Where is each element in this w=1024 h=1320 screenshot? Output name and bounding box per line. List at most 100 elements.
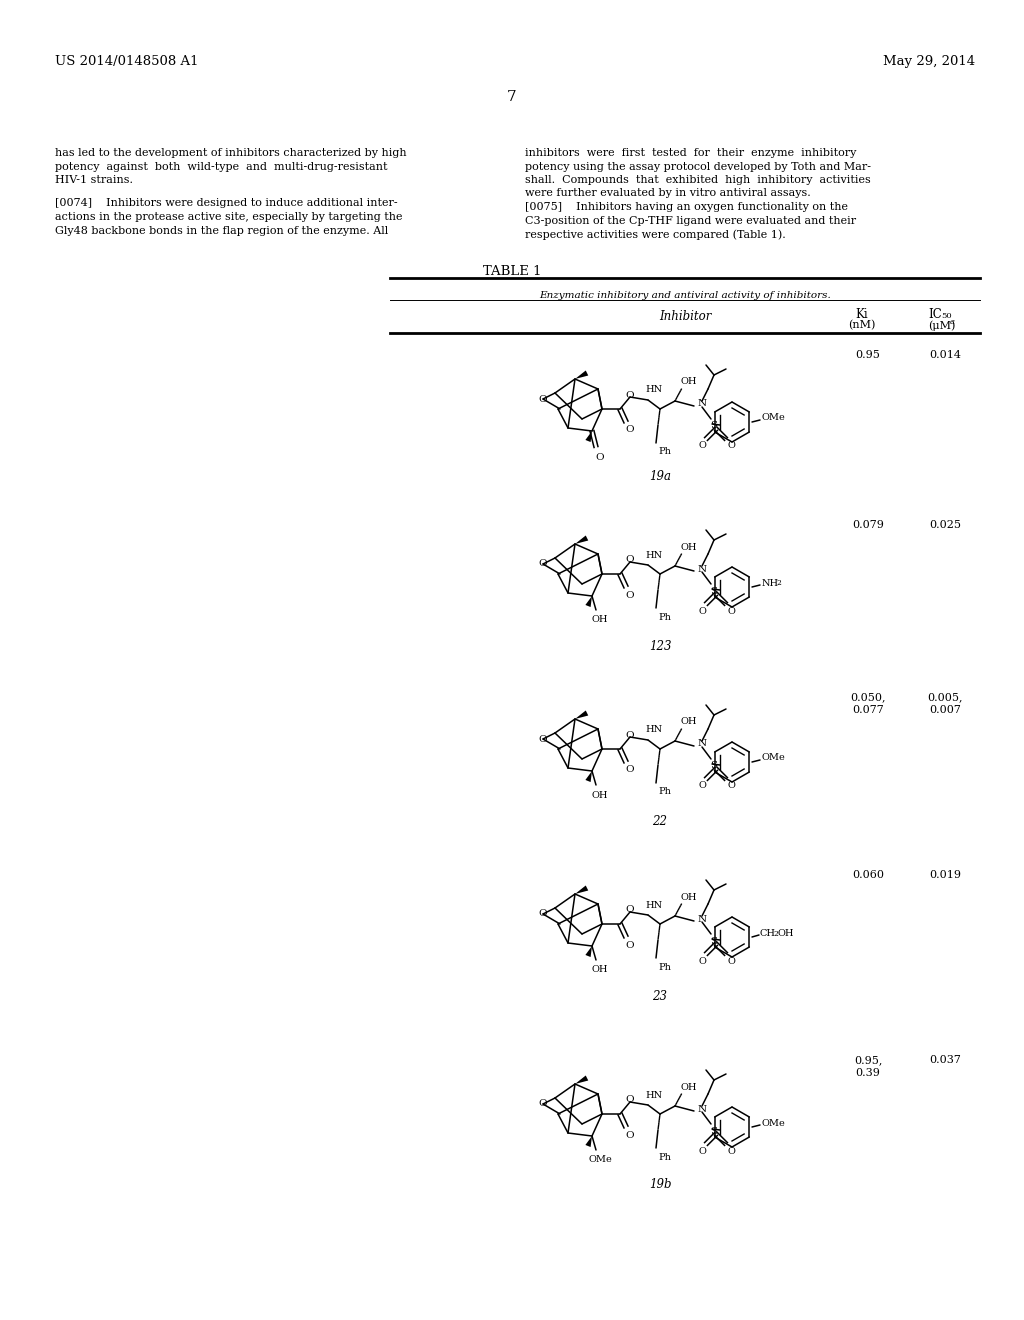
Text: [0074]    Inhibitors were designed to induce additional inter-: [0074] Inhibitors were designed to induc… bbox=[55, 198, 397, 209]
Text: O: O bbox=[727, 441, 735, 450]
Text: OH: OH bbox=[778, 928, 795, 937]
Text: 0.014: 0.014 bbox=[929, 350, 961, 360]
Text: N: N bbox=[697, 1105, 707, 1114]
Text: OH: OH bbox=[681, 892, 697, 902]
Polygon shape bbox=[575, 371, 588, 379]
Text: O: O bbox=[727, 781, 735, 791]
Text: O: O bbox=[539, 395, 547, 404]
Text: NH: NH bbox=[762, 578, 779, 587]
Text: O: O bbox=[626, 766, 634, 775]
Text: O: O bbox=[698, 606, 706, 615]
Text: O: O bbox=[626, 1130, 634, 1139]
Text: O: O bbox=[626, 391, 634, 400]
Text: O: O bbox=[727, 1147, 735, 1155]
Text: 23: 23 bbox=[652, 990, 668, 1003]
Text: 0.025: 0.025 bbox=[929, 520, 961, 531]
Polygon shape bbox=[586, 597, 592, 607]
Text: N: N bbox=[697, 739, 707, 748]
Text: Ph: Ph bbox=[658, 447, 671, 457]
Text: has led to the development of inhibitors characterized by high: has led to the development of inhibitors… bbox=[55, 148, 407, 158]
Text: 50: 50 bbox=[941, 312, 951, 319]
Polygon shape bbox=[575, 886, 588, 894]
Text: O: O bbox=[539, 909, 547, 919]
Text: O: O bbox=[626, 940, 634, 949]
Polygon shape bbox=[575, 1076, 588, 1084]
Text: S: S bbox=[711, 1126, 718, 1135]
Text: a: a bbox=[950, 318, 955, 326]
Text: O: O bbox=[626, 906, 634, 915]
Text: O: O bbox=[727, 957, 735, 965]
Text: 0.005,: 0.005, bbox=[928, 692, 963, 702]
Polygon shape bbox=[586, 771, 592, 781]
Text: OH: OH bbox=[681, 543, 697, 552]
Text: potency  against  both  wild-type  and  multi-drug-resistant: potency against both wild-type and multi… bbox=[55, 161, 387, 172]
Text: Inhibitor: Inhibitor bbox=[658, 310, 712, 323]
Text: 0.077: 0.077 bbox=[852, 705, 884, 715]
Text: N: N bbox=[697, 565, 707, 573]
Text: May 29, 2014: May 29, 2014 bbox=[883, 55, 975, 69]
Text: HN: HN bbox=[645, 726, 663, 734]
Text: S: S bbox=[711, 421, 718, 430]
Text: Gly48 backbone bonds in the flap region of the enzyme. All: Gly48 backbone bonds in the flap region … bbox=[55, 226, 388, 235]
Text: O: O bbox=[539, 734, 547, 743]
Text: O: O bbox=[539, 1100, 547, 1109]
Text: OMe: OMe bbox=[762, 1118, 785, 1127]
Text: potency using the assay protocol developed by Toth and Mar-: potency using the assay protocol develop… bbox=[525, 161, 871, 172]
Text: HN: HN bbox=[645, 900, 663, 909]
Text: O: O bbox=[626, 425, 634, 434]
Text: O: O bbox=[596, 453, 604, 462]
Text: 0.050,: 0.050, bbox=[850, 692, 886, 702]
Text: 0.060: 0.060 bbox=[852, 870, 884, 880]
Text: Ph: Ph bbox=[658, 962, 671, 972]
Text: Enzymatic inhibitory and antiviral activity of inhibitors.: Enzymatic inhibitory and antiviral activ… bbox=[539, 290, 830, 300]
Text: actions in the protease active site, especially by targeting the: actions in the protease active site, esp… bbox=[55, 213, 402, 222]
Text: 0.39: 0.39 bbox=[856, 1068, 881, 1078]
Text: 0.95: 0.95 bbox=[856, 350, 881, 360]
Text: OH: OH bbox=[681, 718, 697, 726]
Polygon shape bbox=[575, 710, 588, 719]
Polygon shape bbox=[586, 946, 592, 957]
Text: O: O bbox=[626, 1096, 634, 1105]
Text: O: O bbox=[626, 590, 634, 599]
Text: 123: 123 bbox=[649, 640, 672, 653]
Text: 0.037: 0.037 bbox=[929, 1055, 961, 1065]
Text: OMe: OMe bbox=[762, 754, 785, 763]
Text: O: O bbox=[698, 957, 706, 965]
Text: inhibitors  were  first  tested  for  their  enzyme  inhibitory: inhibitors were first tested for their e… bbox=[525, 148, 856, 158]
Text: OMe: OMe bbox=[762, 413, 785, 422]
Text: IC: IC bbox=[928, 308, 942, 321]
Text: shall.  Compounds  that  exhibited  high  inhibitory  activities: shall. Compounds that exhibited high inh… bbox=[525, 176, 870, 185]
Text: 0.007: 0.007 bbox=[929, 705, 961, 715]
Text: Ph: Ph bbox=[658, 612, 671, 622]
Text: (nM): (nM) bbox=[848, 319, 876, 330]
Text: O: O bbox=[698, 781, 706, 791]
Text: HIV-1 strains.: HIV-1 strains. bbox=[55, 176, 133, 185]
Text: 2: 2 bbox=[776, 579, 781, 587]
Text: 7: 7 bbox=[507, 90, 517, 104]
Text: O: O bbox=[698, 441, 706, 450]
Text: 0.019: 0.019 bbox=[929, 870, 961, 880]
Text: HN: HN bbox=[645, 385, 663, 395]
Text: OH: OH bbox=[592, 615, 608, 624]
Text: CH: CH bbox=[760, 928, 776, 937]
Text: S: S bbox=[711, 936, 718, 945]
Text: Ki: Ki bbox=[856, 308, 868, 321]
Text: O: O bbox=[539, 560, 547, 569]
Text: HN: HN bbox=[645, 550, 663, 560]
Text: N: N bbox=[697, 400, 707, 408]
Text: OH: OH bbox=[681, 1082, 697, 1092]
Text: 2: 2 bbox=[773, 931, 778, 939]
Text: S: S bbox=[711, 586, 718, 595]
Text: O: O bbox=[626, 556, 634, 565]
Text: N: N bbox=[697, 915, 707, 924]
Text: US 2014/0148508 A1: US 2014/0148508 A1 bbox=[55, 55, 199, 69]
Text: S: S bbox=[711, 762, 718, 771]
Polygon shape bbox=[586, 432, 592, 442]
Text: OMe: OMe bbox=[588, 1155, 612, 1164]
Polygon shape bbox=[575, 536, 588, 544]
Text: 0.95,: 0.95, bbox=[854, 1055, 883, 1065]
Text: 19a: 19a bbox=[649, 470, 671, 483]
Text: TABLE 1: TABLE 1 bbox=[482, 265, 542, 279]
Text: [0075]    Inhibitors having an oxygen functionality on the: [0075] Inhibitors having an oxygen funct… bbox=[525, 202, 848, 213]
Text: O: O bbox=[698, 1147, 706, 1155]
